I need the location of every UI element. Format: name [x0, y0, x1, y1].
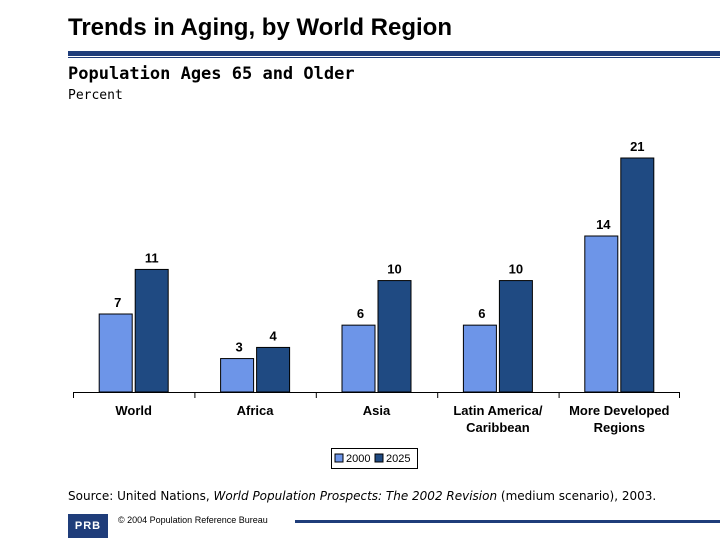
source-prefix: Source: United Nations,	[68, 489, 210, 503]
data-label: 3	[235, 340, 242, 355]
bar-2000	[98, 313, 133, 393]
data-label: 14	[596, 217, 611, 232]
data-label: 10	[387, 262, 401, 277]
x-tick-label: Regions	[594, 420, 645, 435]
source-note: Source: United Nations, World Population…	[68, 489, 656, 503]
x-tick-label: World	[115, 403, 152, 418]
data-label: 4	[269, 328, 277, 343]
title-underline	[68, 51, 720, 58]
data-label: 21	[630, 139, 644, 154]
bar-2025	[498, 280, 533, 393]
data-label: 10	[509, 262, 523, 277]
legend-swatch-2025	[374, 453, 384, 463]
chart-subtitle: Population Ages 65 and Older	[68, 64, 355, 84]
data-label: 11	[145, 250, 159, 265]
x-tick-label: Latin America/	[453, 403, 542, 418]
legend-swatch-2000	[334, 453, 344, 463]
bar-2000	[462, 324, 497, 393]
bar-2025	[134, 268, 169, 393]
x-tick-label: More Developed	[569, 403, 669, 418]
source-title: World Population Prospects: The 2002 Rev…	[213, 489, 498, 503]
x-tick-label: Caribbean	[466, 420, 530, 435]
x-tick-label: Africa	[237, 403, 275, 418]
data-label: 6	[357, 306, 364, 321]
page-title: Trends in Aging, by World Region	[68, 14, 452, 41]
bar-2025	[377, 280, 412, 393]
legend-label: 2000	[346, 453, 370, 465]
data-label: 6	[478, 306, 485, 321]
prb-logo: PRB	[68, 514, 108, 538]
legend-label: 2025	[386, 453, 410, 465]
unit-label: Percent	[68, 88, 123, 103]
footer-rule	[295, 520, 720, 523]
bar-2000	[584, 235, 619, 393]
bar-2025	[620, 157, 655, 393]
bar-2000	[341, 324, 376, 393]
copyright-text: © 2004 Population Reference Bureau	[118, 515, 268, 525]
x-tick-label: Asia	[363, 403, 391, 418]
source-suffix: (medium scenario), 2003.	[500, 489, 657, 503]
bar-2025	[256, 346, 291, 393]
bar-2000	[220, 358, 255, 393]
data-label: 7	[114, 295, 121, 310]
